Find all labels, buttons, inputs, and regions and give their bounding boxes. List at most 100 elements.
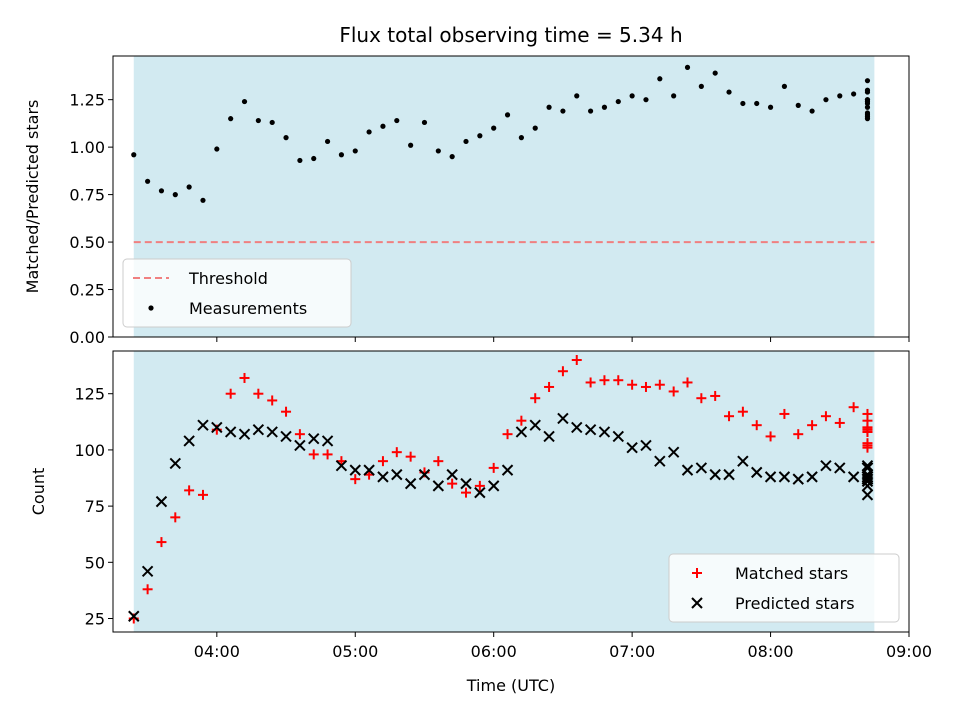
- data-point: [751, 420, 762, 431]
- data-point: [698, 83, 704, 89]
- y-axis-label: Matched/Predicted stars: [23, 100, 42, 294]
- chart-title: Flux total observing time = 5.34 h: [339, 23, 682, 47]
- y-tick-label: 125: [74, 385, 105, 404]
- axes-frame: [112, 350, 910, 633]
- data-point: [820, 459, 832, 472]
- data-point: [294, 429, 305, 440]
- y-axis-label: Count: [29, 468, 48, 516]
- data-point: [156, 537, 167, 548]
- data-point: [793, 429, 804, 440]
- data-point: [477, 133, 483, 139]
- data-point: [311, 155, 317, 162]
- data-point: [211, 421, 223, 434]
- data-point: [779, 408, 790, 419]
- data-point: [627, 379, 638, 390]
- data-point: [449, 154, 455, 160]
- legend: Threshold Measurements: [122, 258, 352, 328]
- data-point: [446, 468, 458, 481]
- data-point: [848, 402, 859, 413]
- data-point: [266, 426, 278, 438]
- data-point: [308, 449, 319, 460]
- data-point: [224, 426, 237, 438]
- data-point: [460, 477, 472, 490]
- data-point: [684, 64, 691, 70]
- data-point: [709, 468, 721, 481]
- y-tick-label: 75: [85, 497, 105, 516]
- data-point: [615, 98, 621, 105]
- x-axis-label: Time (UTC): [466, 676, 555, 695]
- data-point: [421, 119, 428, 126]
- legend: Matched stars Predicted stars: [668, 553, 900, 623]
- data-point: [516, 415, 527, 426]
- data-point: [530, 393, 541, 404]
- data-point: [502, 429, 513, 440]
- legend-label: Threshold: [188, 269, 268, 288]
- data-point: [391, 447, 402, 458]
- data-point: [560, 108, 566, 114]
- data-point: [778, 471, 791, 483]
- x-tick-label: 08:00: [748, 642, 794, 661]
- data-point: [239, 372, 250, 383]
- data-point: [861, 471, 874, 483]
- data-point: [571, 421, 583, 434]
- data-point: [767, 104, 774, 110]
- data-point: [491, 125, 497, 131]
- y-tick-label: 0.50: [69, 233, 105, 252]
- data-point: [380, 123, 386, 129]
- data-point: [571, 354, 582, 365]
- data-point: [324, 138, 331, 145]
- data-point: [754, 100, 760, 107]
- data-point: [186, 184, 192, 190]
- data-point: [474, 486, 486, 499]
- data-point: [349, 464, 361, 476]
- data-point: [197, 489, 208, 500]
- data-point: [737, 455, 749, 467]
- data-point: [546, 104, 552, 110]
- data-point: [214, 146, 220, 152]
- data-point: [601, 104, 608, 110]
- data-point: [712, 70, 718, 76]
- data-point: [267, 395, 278, 406]
- data-point: [238, 428, 251, 440]
- data-point: [834, 417, 845, 428]
- data-point: [613, 375, 624, 386]
- data-point: [504, 112, 511, 118]
- data-point: [352, 148, 358, 154]
- data-point: [726, 89, 732, 95]
- data-point: [584, 423, 597, 436]
- y-tick-label: 0.00: [69, 328, 105, 347]
- data-point: [807, 420, 818, 431]
- data-point: [612, 430, 624, 443]
- x-tick-label: 09:00: [886, 642, 932, 661]
- data-point: [654, 455, 666, 467]
- data-point: [225, 388, 236, 399]
- data-point: [544, 381, 555, 392]
- data-point: [394, 117, 400, 124]
- data-point: [128, 610, 140, 622]
- legend-x-swatch: [691, 597, 703, 609]
- data-point: [131, 152, 137, 158]
- data-point: [158, 188, 165, 194]
- data-point: [724, 411, 735, 422]
- data-point: [861, 459, 874, 472]
- data-point: [861, 480, 874, 492]
- legend-dot-swatch: [148, 305, 154, 311]
- data-point: [283, 135, 289, 141]
- y-tick-label: 1.00: [69, 138, 105, 157]
- data-point: [795, 102, 801, 108]
- data-point: [823, 97, 829, 103]
- data-point: [532, 125, 538, 131]
- data-point: [737, 406, 748, 417]
- data-point: [518, 135, 524, 141]
- data-point: [377, 456, 388, 467]
- data-point: [751, 466, 763, 479]
- data-point: [433, 456, 444, 467]
- data-point: [435, 148, 441, 154]
- data-point: [543, 430, 555, 443]
- data-point: [142, 584, 153, 595]
- data-point: [391, 468, 403, 481]
- data-point: [695, 462, 708, 474]
- data-point: [671, 93, 677, 99]
- data-point: [640, 439, 652, 452]
